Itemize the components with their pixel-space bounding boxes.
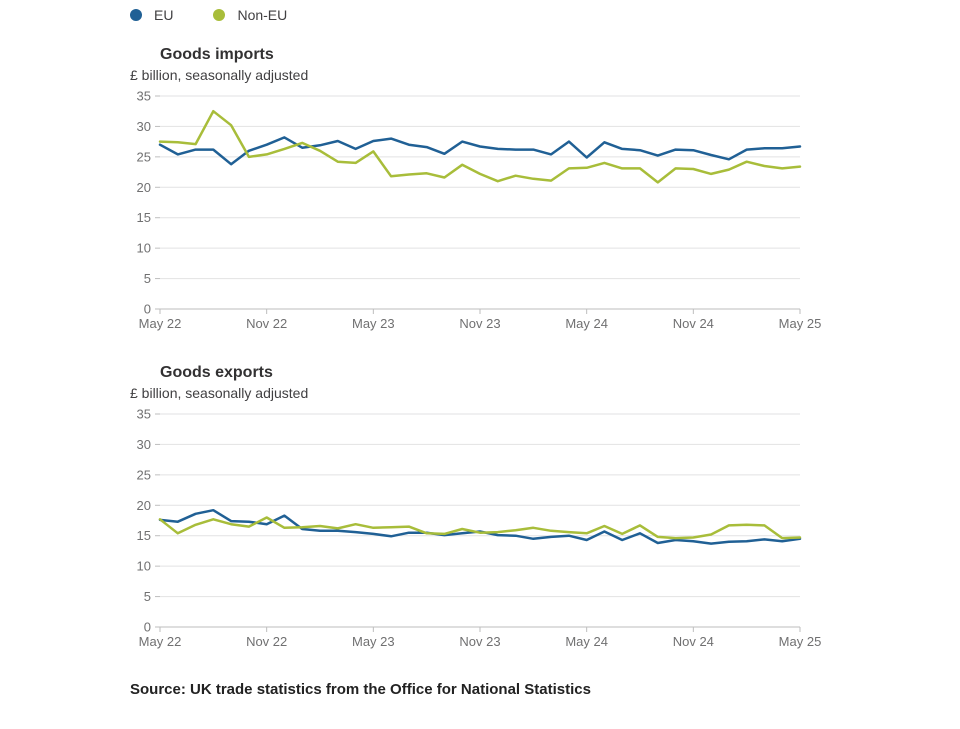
source-note: Source: UK trade statistics from the Off… [130,681,591,698]
y-tick-label: 30 [137,437,151,452]
legend-label-eu: EU [154,7,174,23]
y-tick-label: 15 [137,210,151,225]
x-tick-label: May 24 [565,316,608,331]
series-line-non-eu[interactable] [158,109,802,184]
y-tick-label: 10 [137,559,151,574]
x-tick-label: Nov 22 [246,316,287,331]
x-tick-label: May 22 [139,634,182,649]
series-line-non-eu[interactable] [158,516,802,540]
x-tick-label: Nov 24 [673,634,714,649]
chart-legend: EU Non-EU [130,7,327,23]
y-tick-label: 25 [137,467,151,482]
y-tick-label: 20 [137,498,151,513]
y-tick-label: 25 [137,149,151,164]
x-tick-label: May 23 [352,316,395,331]
y-tick-label: 35 [137,89,151,104]
y-tick-label: 15 [137,528,151,543]
x-tick-label: Nov 23 [459,316,500,331]
x-tick-label: May 22 [139,316,182,331]
imports-chart-title: Goods imports [160,46,274,63]
y-tick-label: 20 [137,180,151,195]
y-tick-label: 35 [137,407,151,422]
x-tick-label: May 23 [352,634,395,649]
y-tick-label: 5 [144,271,151,286]
y-tick-label: 30 [137,119,151,134]
series-line-eu[interactable] [158,136,802,166]
legend-item-non-eu[interactable]: Non-EU [213,7,287,23]
x-tick-label: May 25 [779,316,822,331]
legend-swatch-non-eu [213,9,226,21]
y-tick-label: 0 [144,620,151,635]
x-tick-label: Nov 23 [459,634,500,649]
y-tick-label: 0 [144,302,151,317]
imports-chart: 0 5 10 15 20 25 30 35 May 22 Nov 22 May 23 Nov 23 Ma… [137,89,822,332]
series-line-eu[interactable] [158,508,802,545]
legend-item-eu[interactable]: EU [130,7,173,23]
exports-chart: 0 5 10 15 20 25 30 35 May 22 Nov 22 May 23 Nov 23 Ma… [137,407,822,650]
x-tick-label: Nov 24 [673,316,714,331]
imports-chart-subtitle: £ billion, seasonally adjusted [130,67,309,83]
legend-swatch-eu [130,9,142,21]
y-tick-label: 10 [137,241,151,256]
x-tick-label: May 25 [779,634,822,649]
x-tick-label: Nov 22 [246,634,287,649]
legend-label-non-eu: Non-EU [237,7,288,23]
y-tick-label: 5 [144,589,151,604]
x-tick-label: May 24 [565,634,608,649]
exports-chart-subtitle: £ billion, seasonally adjusted [130,385,309,401]
exports-chart-title: Goods exports [160,364,273,381]
